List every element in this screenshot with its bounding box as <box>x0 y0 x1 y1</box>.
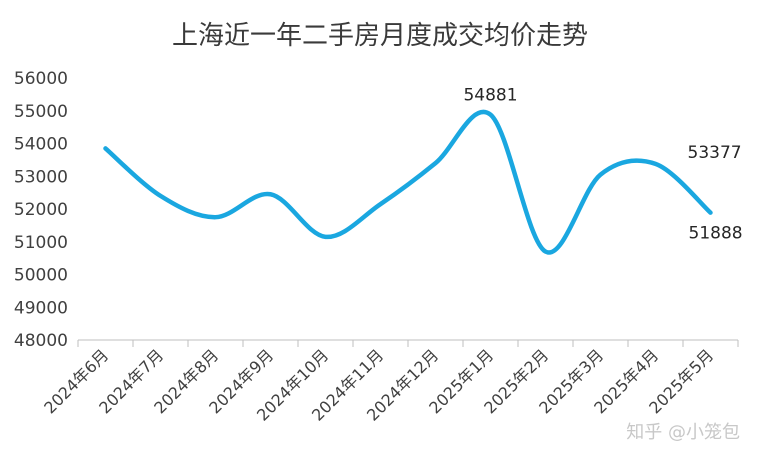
y-tick-label: 55000 <box>14 102 68 122</box>
x-axis: 2024年6月2024年7月2024年8月2024年9月2024年10月2024… <box>40 339 739 425</box>
chart-title: 上海近一年二手房月度成交均价走势 <box>172 21 588 51</box>
series-group <box>103 109 713 255</box>
y-tick-label: 56000 <box>14 69 68 89</box>
y-tick-label: 51000 <box>14 233 68 253</box>
y-tick-label: 54000 <box>14 135 68 155</box>
data-label: 51888 <box>689 224 743 244</box>
data-labels: 54881 53377 51888 <box>463 86 742 244</box>
y-tick-label: 50000 <box>14 266 68 286</box>
y-tick-label: 49000 <box>14 298 68 318</box>
y-axis: 48000 49000 50000 51000 52000 53000 54000 55000… <box>14 69 68 351</box>
y-tick-label: 48000 <box>14 331 68 351</box>
data-label: 53377 <box>688 143 742 163</box>
watermark: 知乎 @小笼包 <box>626 422 740 443</box>
y-tick-label: 52000 <box>14 200 68 220</box>
series-line <box>103 109 713 255</box>
y-tick-label: 53000 <box>14 167 68 187</box>
data-label: 54881 <box>463 86 517 106</box>
